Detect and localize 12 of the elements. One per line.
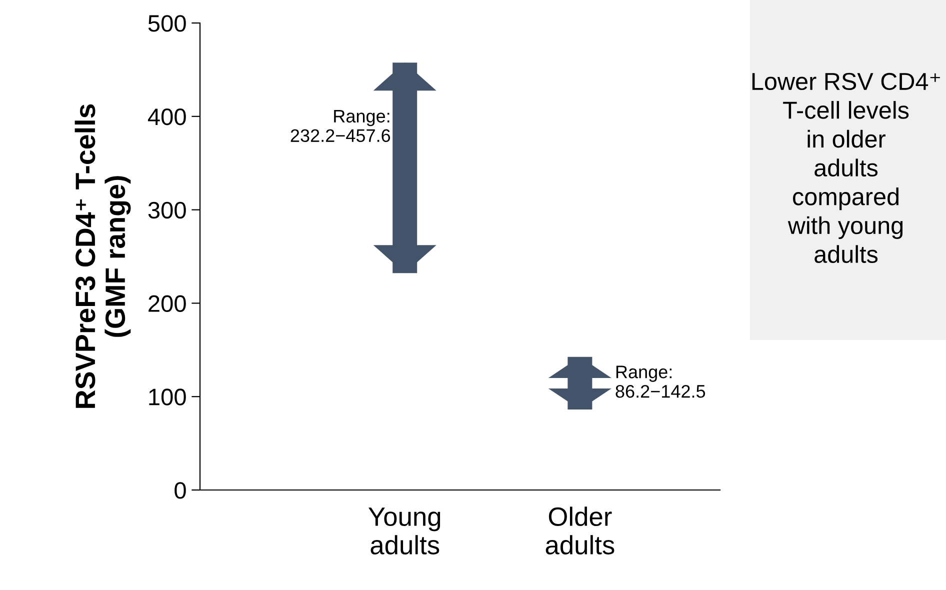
- y-tick-label: 500: [148, 15, 186, 32]
- y-tick-label: 200: [148, 295, 186, 312]
- data-label: Range: 86.2−142.5: [616, 366, 706, 398]
- y-axis-title: RSVPreF3 CD4⁺ T-cells (GMF range): [74, 104, 131, 408]
- data-label: Range: 232.2−457.6: [290, 110, 390, 142]
- y-tick-label: 300: [148, 202, 186, 219]
- x-tick-label: Older adults: [546, 506, 614, 554]
- text: Lower RSV CD4⁺ T-cell levels in older adults compared with young adults: [752, 72, 940, 263]
- y-tick-label: 100: [149, 388, 186, 406]
- y-tick-label: 400: [148, 108, 186, 126]
- x-tick-label: Young adults: [368, 508, 440, 554]
- y-tick-label: 0: [174, 482, 186, 499]
